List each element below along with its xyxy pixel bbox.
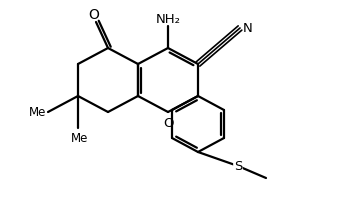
Text: Me: Me <box>71 132 89 145</box>
Text: NH₂: NH₂ <box>155 13 180 26</box>
Text: N: N <box>243 22 253 34</box>
Text: Me: Me <box>29 106 46 118</box>
Text: S: S <box>234 160 242 172</box>
Text: O: O <box>163 117 173 130</box>
Text: O: O <box>88 8 100 22</box>
